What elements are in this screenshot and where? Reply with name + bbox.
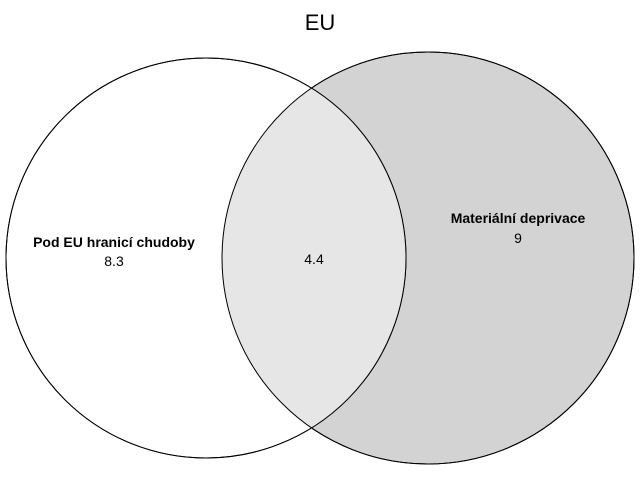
- intersection-region: [222, 58, 406, 458]
- set-value-left: 8.3: [104, 253, 124, 269]
- set-label-left: Pod EU hranicí chudoby: [33, 234, 195, 250]
- set-outline-left: [5, 57, 407, 459]
- set-label-right: Materiální deprivace: [451, 210, 586, 226]
- set-value-right: 9: [514, 230, 522, 246]
- set-outline-right: [221, 51, 635, 465]
- diagram-title: EU: [305, 10, 336, 35]
- intersection-value: 4.4: [304, 251, 324, 267]
